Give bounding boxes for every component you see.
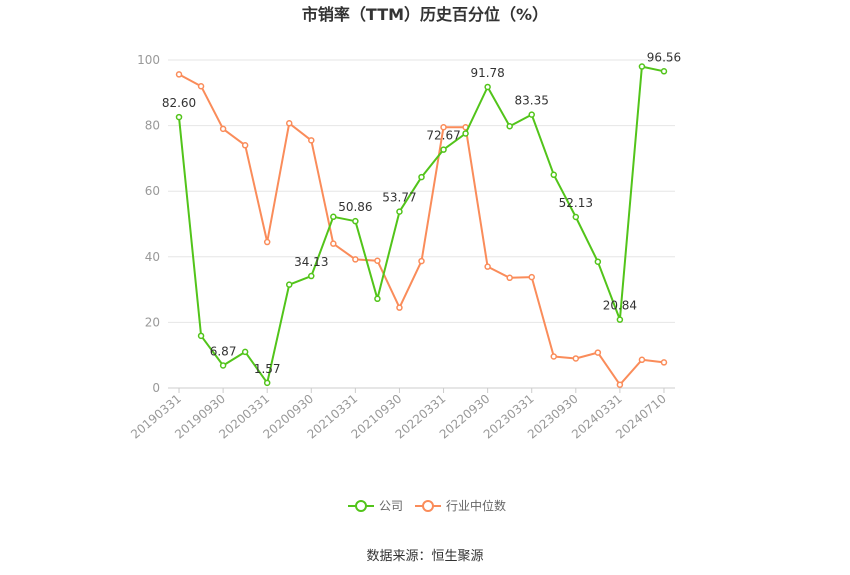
data-point: [308, 137, 315, 144]
data-point: [506, 274, 513, 282]
legend-item[interactable]: 公司: [348, 499, 403, 513]
data-point: [462, 130, 469, 137]
data-point: [484, 263, 491, 270]
y-tick-label: 40: [145, 250, 160, 264]
data-label: 53.77: [382, 191, 416, 205]
data-label: 72.67: [426, 129, 460, 143]
data-label: 83.35: [515, 94, 549, 108]
data-point: [330, 213, 337, 221]
data-point: [638, 63, 646, 70]
x-axis: 2019033120190930202003312020093020210331…: [128, 387, 675, 442]
data-point: [660, 359, 668, 366]
y-tick-label: 0: [152, 381, 160, 395]
legend-swatch-marker: [355, 500, 367, 512]
data-point: [440, 123, 447, 131]
legend[interactable]: 公司 行业中位数: [348, 498, 506, 513]
data-label: 1.57: [254, 362, 281, 376]
data-label: 6.87: [210, 344, 237, 358]
series-line: [178, 73, 665, 386]
data-label: 20.84: [603, 299, 637, 313]
data-point: [572, 213, 580, 221]
data-point: [263, 238, 271, 246]
data-point: [352, 217, 359, 225]
legend-label: 公司: [379, 499, 403, 513]
data-point: [594, 258, 602, 265]
data-point: [572, 355, 580, 362]
data-point: [484, 83, 491, 91]
series-line: [178, 65, 665, 384]
data-point: [660, 68, 668, 75]
data-point: [241, 142, 249, 149]
data-point: [263, 379, 271, 387]
data-point: [241, 348, 249, 356]
data-point: [418, 257, 425, 265]
y-tick-label: 100: [137, 53, 160, 67]
legend-label: 行业中位数: [446, 498, 506, 513]
data-point: [219, 125, 227, 133]
legend-item[interactable]: 行业中位数: [415, 498, 506, 513]
data-point: [374, 257, 381, 264]
data-point: [197, 82, 205, 90]
data-point: [616, 381, 624, 388]
data-point: [638, 356, 646, 364]
data-point: [528, 273, 535, 281]
data-label: 96.56: [647, 50, 681, 64]
data-point: [396, 208, 403, 215]
data-point: [374, 295, 381, 303]
data-point: [175, 71, 183, 78]
y-tick-label: 80: [145, 119, 160, 133]
data-point: [219, 362, 227, 369]
data-point: [550, 171, 558, 179]
y-tick-label: 20: [145, 315, 160, 329]
data-label: 91.78: [470, 66, 504, 80]
data-point: [396, 304, 403, 311]
data-point: [285, 281, 293, 288]
data-point: [616, 316, 624, 323]
data-point: [528, 111, 535, 118]
data-point: [440, 146, 447, 153]
grid: [168, 59, 675, 323]
y-axis: 0 20 40 60 80 100: [137, 53, 160, 395]
data-point: [285, 120, 293, 127]
source-note: 数据来源：恒生聚源: [366, 549, 483, 564]
data-point: [418, 173, 425, 181]
y-tick-label: 60: [145, 184, 160, 198]
series-group: [175, 63, 668, 388]
data-point: [594, 349, 602, 356]
data-point: [175, 113, 183, 121]
data-labels: 82.60 6.87 1.57 34.13 50.86 53.77 72.67 91.78 83…: [162, 50, 681, 376]
data-label: 50.86: [338, 200, 372, 214]
chart-title: 市销率（TTM）历史百分位（%）: [302, 5, 548, 24]
data-point: [308, 272, 315, 280]
data-point: [352, 256, 359, 263]
legend-swatch-marker: [422, 500, 434, 512]
data-label: 52.13: [559, 196, 593, 210]
data-point: [506, 123, 513, 130]
data-point: [330, 240, 337, 247]
data-point: [550, 353, 558, 360]
data-point: [197, 332, 205, 340]
data-label: 82.60: [162, 96, 196, 110]
data-label: 34.13: [294, 255, 328, 269]
